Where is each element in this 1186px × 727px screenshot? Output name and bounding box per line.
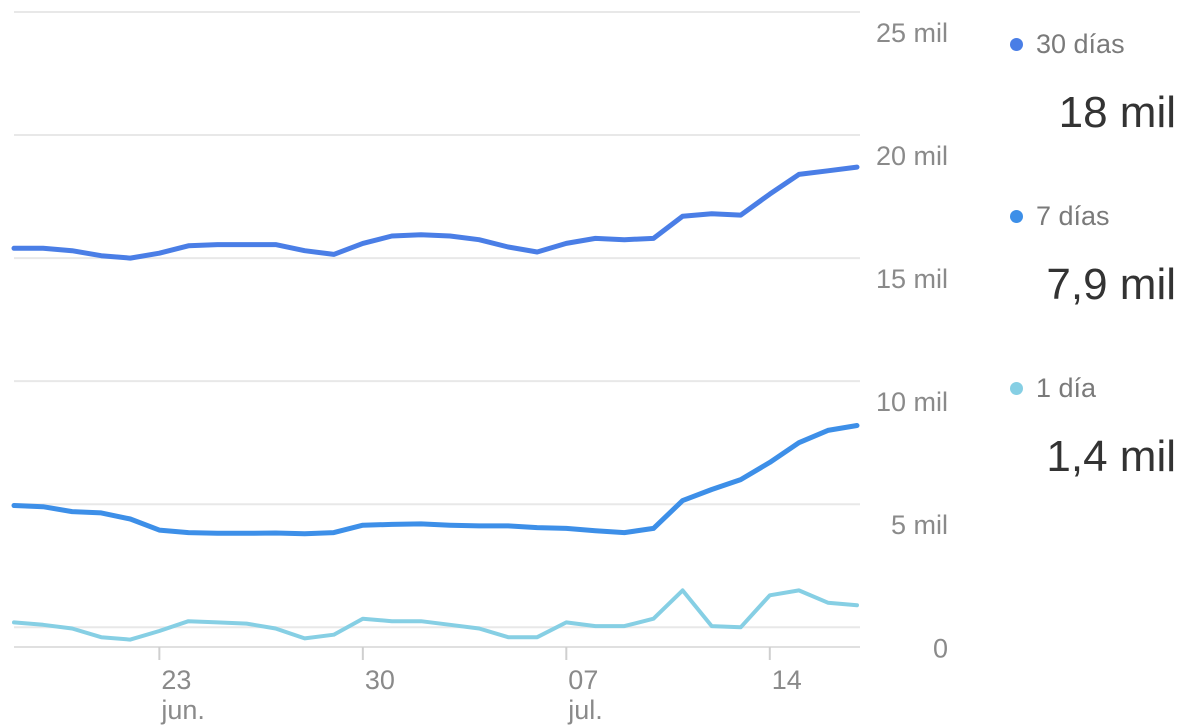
legend-item-1-dia[interactable]: 1 día 1,4 mil: [1010, 368, 1180, 540]
legend-label-30-dias: 30 días: [1036, 29, 1125, 60]
legend-marker-30-dias: [1010, 38, 1023, 51]
legend-value-1-dia: 1,4 mil: [1046, 432, 1176, 482]
x-tick-month-jun: jun.: [160, 695, 205, 725]
y-tick-label-20-mil: 20 mil: [876, 141, 948, 171]
legend-item-30-dias[interactable]: 30 días 18 mil: [1010, 24, 1180, 196]
legend-value-30-dias: 18 mil: [1059, 88, 1176, 138]
x-tick-label-23: 23: [161, 665, 191, 695]
series-line-7-dias: [14, 426, 857, 534]
series-line-1-dia: [14, 590, 857, 639]
legend-marker-1-dia: [1010, 382, 1023, 395]
y-axis-tick-labels: 25 mil 20 mil 15 mil 10 mil 5 mil 0: [876, 18, 948, 663]
y-tick-label-5-mil: 5 mil: [891, 510, 948, 540]
legend-value-7-dias: 7,9 mil: [1046, 260, 1176, 310]
x-tick-label-14: 14: [772, 665, 802, 695]
y-tick-label-0: 0: [933, 633, 948, 663]
legend-item-7-dias[interactable]: 7 días 7,9 mil: [1010, 196, 1180, 368]
x-tick-label-07: 07: [568, 665, 598, 695]
x-tick-label-30: 30: [365, 665, 395, 695]
y-tick-label-15-mil: 15 mil: [876, 264, 948, 294]
chart-series: [14, 167, 857, 639]
chart-gridlines: [14, 12, 860, 627]
chart-legend: 30 días 18 mil 7 días 7,9 mil 1 día 1,4 …: [1010, 24, 1180, 540]
y-tick-label-25-mil: 25 mil: [876, 18, 948, 48]
series-line-30-dias: [14, 167, 857, 258]
x-tick-month-jul: jul.: [567, 695, 603, 725]
y-tick-label-10-mil: 10 mil: [876, 387, 948, 417]
legend-marker-7-dias: [1010, 210, 1023, 223]
legend-label-1-dia: 1 día: [1036, 373, 1096, 404]
legend-label-7-dias: 7 días: [1036, 201, 1110, 232]
